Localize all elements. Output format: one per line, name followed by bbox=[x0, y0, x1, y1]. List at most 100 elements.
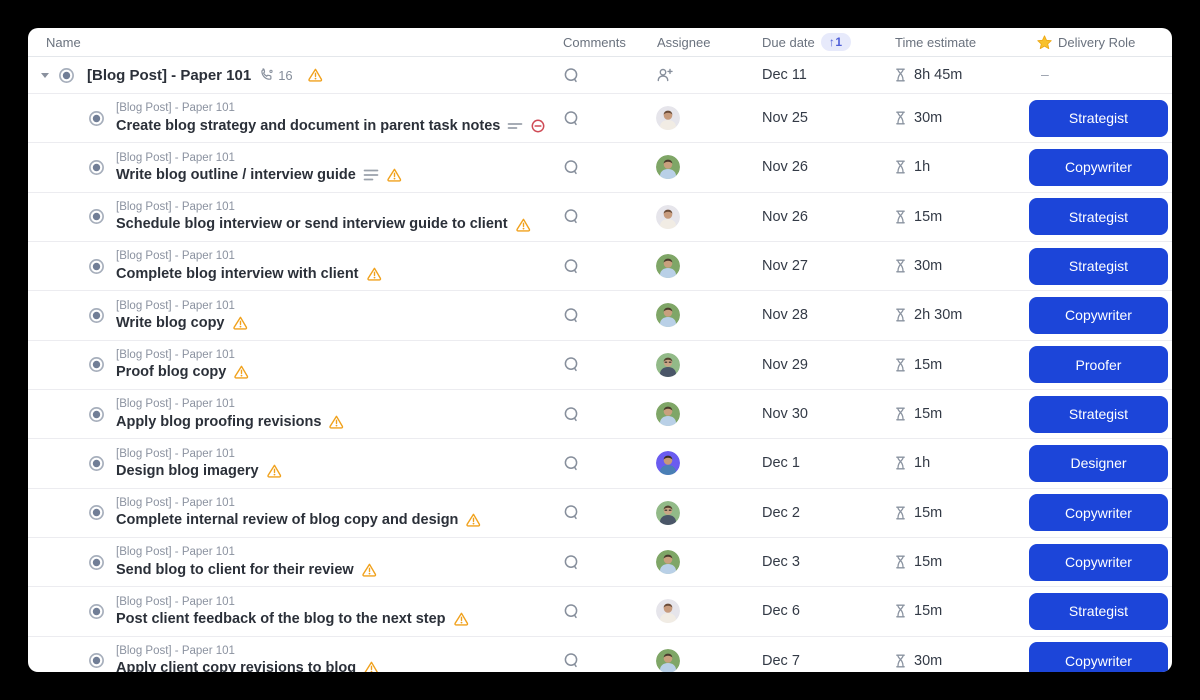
comment-icon[interactable] bbox=[563, 406, 579, 423]
delivery-role-button[interactable]: Strategist bbox=[1029, 395, 1168, 433]
time-estimate[interactable]: 30m bbox=[914, 652, 943, 669]
column-header-delivery-role[interactable]: Delivery Role bbox=[1027, 35, 1172, 50]
delivery-role-button[interactable]: Copywriter bbox=[1029, 494, 1168, 532]
delivery-role-button[interactable]: Designer bbox=[1029, 444, 1168, 482]
task-title[interactable]: Write blog outline / interview guide bbox=[116, 167, 356, 184]
task-title[interactable]: Design blog imagery bbox=[116, 463, 259, 480]
task-row[interactable]: [Blog Post] - Paper 101 Post client feed… bbox=[28, 587, 1172, 637]
time-estimate[interactable]: 8h 45m bbox=[914, 67, 963, 83]
task-status-icon[interactable] bbox=[88, 110, 105, 127]
assignee-avatar[interactable] bbox=[656, 648, 680, 672]
delivery-role-button[interactable]: Strategist bbox=[1029, 247, 1168, 285]
assignee-avatar[interactable] bbox=[656, 254, 680, 279]
task-title[interactable]: Schedule blog interview or send intervie… bbox=[116, 216, 508, 233]
comment-icon[interactable] bbox=[563, 455, 579, 472]
task-status-icon[interactable] bbox=[88, 603, 105, 620]
assignee-avatar[interactable] bbox=[656, 155, 680, 180]
column-header-comments[interactable]: Comments bbox=[563, 34, 626, 50]
time-estimate[interactable]: 15m bbox=[914, 603, 943, 620]
due-date[interactable]: Dec 6 bbox=[762, 603, 800, 620]
task-status-icon[interactable] bbox=[88, 208, 105, 225]
assignee-avatar[interactable] bbox=[656, 550, 680, 575]
task-row[interactable]: [Blog Post] - Paper 101 Complete interna… bbox=[28, 489, 1172, 538]
task-title[interactable]: Complete internal review of blog copy an… bbox=[116, 512, 459, 529]
chevron-down-icon[interactable] bbox=[40, 70, 50, 80]
task-status-icon[interactable] bbox=[88, 356, 105, 373]
due-date[interactable]: Nov 30 bbox=[762, 406, 808, 423]
task-status-icon[interactable] bbox=[58, 67, 75, 84]
assignee-avatar[interactable] bbox=[656, 303, 680, 328]
task-status-icon[interactable] bbox=[88, 258, 105, 275]
task-status-icon[interactable] bbox=[88, 159, 105, 176]
due-date[interactable]: Dec 3 bbox=[762, 554, 800, 571]
column-header-time-estimate[interactable]: Time estimate bbox=[895, 34, 977, 50]
delivery-role-empty[interactable]: – bbox=[1041, 66, 1049, 82]
comment-icon[interactable] bbox=[563, 356, 579, 373]
assignee-avatar[interactable] bbox=[656, 451, 680, 476]
task-status-icon[interactable] bbox=[88, 307, 105, 324]
task-title[interactable]: Proof blog copy bbox=[116, 364, 227, 381]
assignee-avatar[interactable] bbox=[656, 402, 680, 427]
task-status-icon[interactable] bbox=[88, 554, 105, 571]
task-row[interactable]: [Blog Post] - Paper 101 Send blog to cli… bbox=[28, 538, 1172, 588]
comment-icon[interactable] bbox=[563, 208, 579, 225]
assignee-avatar[interactable] bbox=[656, 500, 680, 525]
column-header-due-date[interactable]: Due date ↑1 bbox=[752, 33, 885, 51]
time-estimate[interactable]: 1h bbox=[914, 455, 931, 472]
delivery-role-button[interactable]: Strategist bbox=[1029, 198, 1168, 236]
delivery-role-button[interactable]: Copywriter bbox=[1029, 296, 1168, 334]
task-title[interactable]: Write blog copy bbox=[116, 315, 225, 332]
delivery-role-button[interactable]: Copywriter bbox=[1029, 148, 1168, 186]
time-estimate[interactable]: 2h 30m bbox=[914, 307, 963, 324]
delivery-role-button[interactable]: Copywriter bbox=[1029, 543, 1168, 581]
comment-icon[interactable] bbox=[563, 554, 579, 571]
column-header-name[interactable]: Name bbox=[46, 34, 81, 50]
delivery-role-button[interactable]: Strategist bbox=[1029, 99, 1168, 137]
comment-icon[interactable] bbox=[563, 159, 579, 176]
due-date[interactable]: Nov 27 bbox=[762, 258, 808, 275]
assignee-avatar[interactable] bbox=[656, 106, 680, 131]
time-estimate[interactable]: 15m bbox=[914, 504, 943, 521]
task-row[interactable]: [Blog Post] - Paper 101 Design blog imag… bbox=[28, 439, 1172, 489]
due-date[interactable]: Dec 1 bbox=[762, 455, 800, 472]
time-estimate[interactable]: 15m bbox=[914, 554, 943, 571]
task-title[interactable]: Complete blog interview with client bbox=[116, 265, 359, 282]
sort-badge[interactable]: ↑1 bbox=[820, 33, 851, 51]
comment-icon[interactable] bbox=[563, 258, 579, 275]
task-title[interactable]: Apply blog proofing revisions bbox=[116, 413, 322, 430]
task-status-icon[interactable] bbox=[88, 504, 105, 521]
task-status-icon[interactable] bbox=[88, 455, 105, 472]
time-estimate[interactable]: 30m bbox=[914, 258, 943, 275]
task-title[interactable]: Send blog to client for their review bbox=[116, 561, 354, 578]
time-estimate[interactable]: 15m bbox=[914, 406, 943, 423]
due-date[interactable]: Dec 7 bbox=[762, 652, 800, 669]
task-row[interactable]: [Blog Post] - Paper 101 Schedule blog in… bbox=[28, 193, 1172, 242]
task-row[interactable]: [Blog Post] - Paper 101 Complete blog in… bbox=[28, 242, 1172, 292]
assignee-avatar[interactable] bbox=[656, 352, 680, 377]
task-status-icon[interactable] bbox=[88, 406, 105, 423]
task-row[interactable]: [Blog Post] - Paper 101 Write blog copy … bbox=[28, 291, 1172, 341]
task-row[interactable]: [Blog Post] - Paper 101 Apply blog proof… bbox=[28, 390, 1172, 440]
due-date[interactable]: Nov 29 bbox=[762, 356, 808, 373]
comment-icon[interactable] bbox=[563, 307, 579, 324]
task-row[interactable]: [Blog Post] - Paper 101 Create blog stra… bbox=[28, 94, 1172, 144]
task-title[interactable]: Post client feedback of the blog to the … bbox=[116, 611, 446, 628]
task-title[interactable]: Create blog strategy and document in par… bbox=[116, 117, 501, 134]
due-date[interactable]: Nov 28 bbox=[762, 307, 808, 324]
parent-task-title[interactable]: [Blog Post] - Paper 101 bbox=[87, 66, 252, 84]
task-status-icon[interactable] bbox=[88, 652, 105, 669]
delivery-role-button[interactable]: Strategist bbox=[1029, 592, 1168, 630]
comment-icon[interactable] bbox=[563, 603, 579, 620]
due-date[interactable]: Nov 25 bbox=[762, 110, 808, 127]
time-estimate[interactable]: 15m bbox=[914, 208, 943, 225]
assignee-avatar[interactable] bbox=[656, 599, 680, 624]
due-date[interactable]: Dec 11 bbox=[762, 67, 807, 83]
due-date[interactable]: Nov 26 bbox=[762, 159, 808, 176]
parent-task-row[interactable]: [Blog Post] - Paper 101 16 Dec 11 8h 45m… bbox=[28, 57, 1172, 94]
due-date[interactable]: Dec 2 bbox=[762, 504, 800, 521]
task-row[interactable]: [Blog Post] - Paper 101 Proof blog copy … bbox=[28, 341, 1172, 390]
task-title[interactable]: Apply client copy revisions to blog bbox=[116, 660, 357, 672]
task-row[interactable]: [Blog Post] - Paper 101 Apply client cop… bbox=[28, 637, 1172, 672]
time-estimate[interactable]: 1h bbox=[914, 159, 931, 176]
column-header-assignee[interactable]: Assignee bbox=[657, 34, 711, 50]
